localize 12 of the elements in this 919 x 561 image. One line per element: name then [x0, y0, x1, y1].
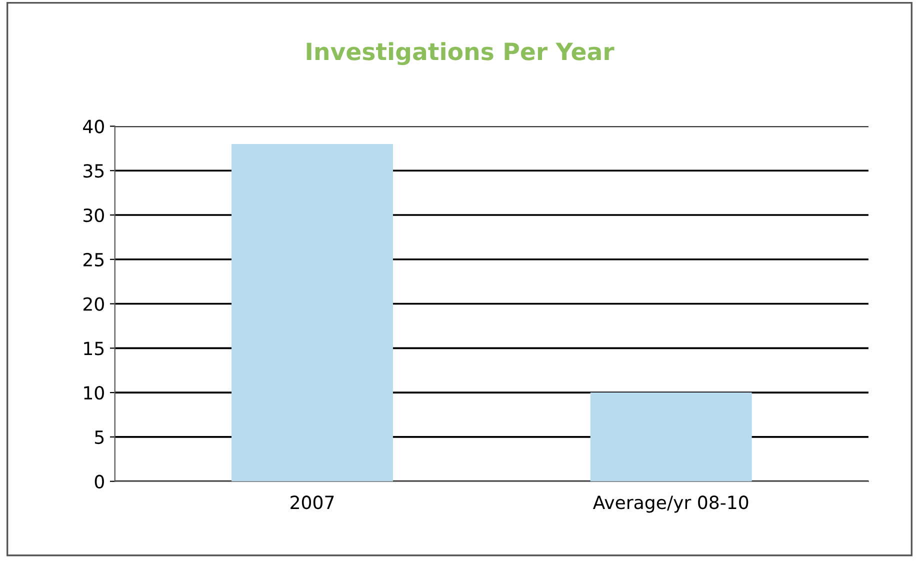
y-tick-label: 40	[83, 120, 104, 134]
y-tick-label: 20	[84, 297, 104, 311]
x-tick-label: Average/yr 08-10	[592, 496, 748, 513]
y-tick-label: 10	[84, 386, 104, 400]
y-tick-label: 35	[84, 164, 104, 178]
y-tick-label: 0	[94, 474, 104, 488]
y-tick-label: 15	[84, 342, 104, 356]
y-tick-label: 30	[84, 208, 104, 222]
chart-title: Investigations Per Year	[306, 42, 614, 66]
y-tick-label: 25	[84, 252, 104, 267]
x-tick-label: 2007	[290, 496, 334, 510]
y-tick-label: 5	[95, 430, 104, 444]
